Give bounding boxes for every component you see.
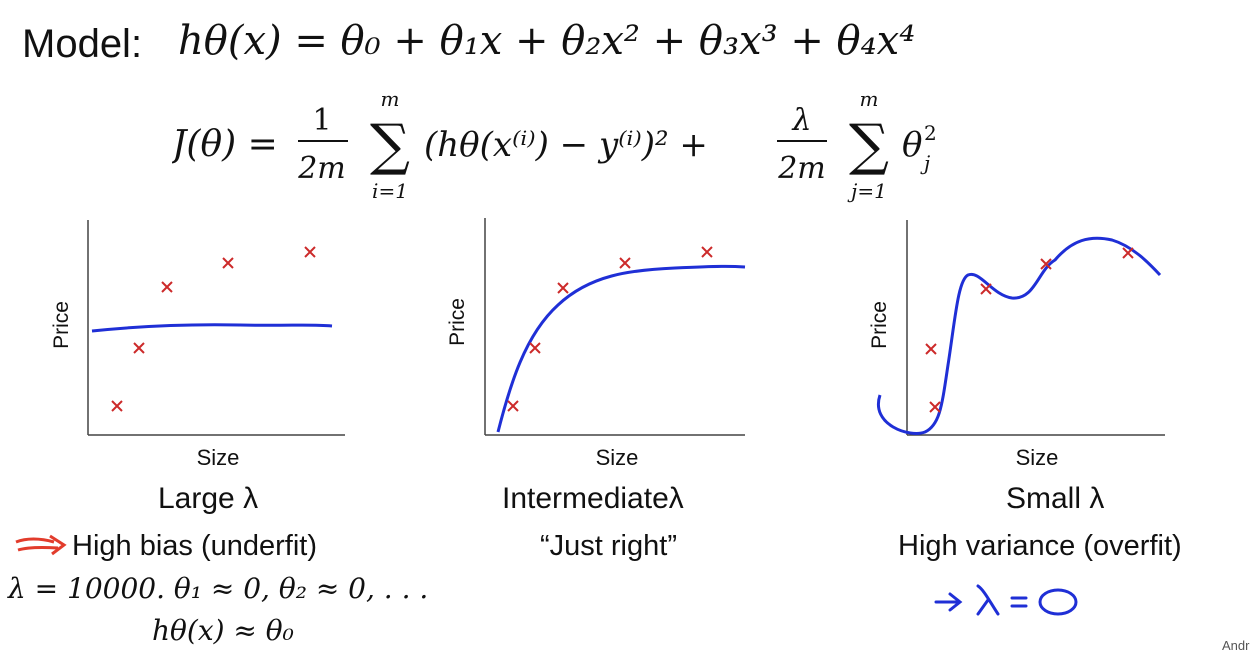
data-points (507, 246, 713, 412)
fit-curve (876, 236, 1162, 435)
caption-intermediate-lambda: Intermediateλ (502, 482, 684, 515)
data-point (133, 342, 145, 354)
fit-curve (91, 323, 333, 333)
caption-large-lambda: Large λ (158, 482, 259, 515)
sum1-top: m (381, 87, 400, 111)
cost-term2-sup: 2 (924, 121, 937, 145)
data-point (304, 246, 316, 258)
hypothesis-approximation: hθ(x) ≈ θ₀ (152, 614, 294, 647)
sum2-bottom: j=1 (847, 179, 887, 203)
frac1-numerator: 1 (312, 103, 331, 138)
sum1-symbol: ∑ (370, 113, 410, 178)
plot-intermediate-lambda-svg: Price Size (446, 218, 746, 470)
plot-intermediate-lambda: Price Size (440, 210, 770, 475)
data-point (980, 283, 992, 295)
data-point (507, 400, 519, 412)
sum2-top: m (860, 87, 879, 111)
data-point (701, 246, 713, 258)
data-point (111, 400, 123, 412)
data-point (925, 343, 937, 355)
model-formula: hθ(x) = θ₀ + θ₁x + θ₂x² + θ₃x³ + θ₄x⁴ (178, 18, 916, 64)
fit-curve (496, 264, 746, 433)
description-underfit: High bias (underfit) (72, 530, 317, 562)
y-axis-label: Price (868, 301, 891, 349)
data-point (1040, 258, 1052, 270)
description-just-right: “Just right” (540, 530, 677, 562)
frac1-denominator: 2m (297, 151, 346, 186)
description-overfit: High variance (overfit) (898, 530, 1182, 562)
plot-small-lambda: Price Size (850, 210, 1180, 475)
frac2-denominator: 2m (777, 151, 826, 186)
sum2-symbol: ∑ (849, 113, 889, 178)
cost-term1: (hθ(x⁽ⁱ⁾) − y⁽ⁱ⁾)² + (424, 125, 708, 165)
data-point (929, 401, 941, 413)
author-watermark: Andr (1222, 638, 1250, 653)
data-point (619, 257, 631, 269)
plot-small-lambda-svg: Price Size (868, 220, 1165, 470)
cost-function-formula: J(θ) = 1 2m m ∑ i=1 (hθ(x⁽ⁱ⁾) − y⁽ⁱ⁾)² +… (172, 87, 937, 203)
sum1-bottom: i=1 (372, 179, 408, 203)
data-point (1122, 247, 1134, 259)
x-axis-label: Size (596, 445, 639, 470)
plot-large-lambda-svg: Price Size (50, 220, 345, 470)
data-point (557, 282, 569, 294)
y-axis-label: Price (446, 298, 469, 346)
model-label: Model: (22, 22, 143, 66)
plot-large-lambda: Price Size (40, 210, 370, 475)
caption-small-lambda: Small λ (1006, 482, 1105, 515)
x-axis-label: Size (1016, 445, 1059, 470)
y-axis-label: Price (50, 301, 73, 349)
cost-term2-sub: j (920, 151, 930, 175)
data-point (529, 342, 541, 354)
handwritten-lambda-zero (934, 584, 1078, 616)
x-axis-label: Size (197, 445, 240, 470)
data-points (925, 247, 1134, 413)
data-point (222, 257, 234, 269)
data-points (111, 246, 316, 412)
cost-lhs: J(θ) = (172, 124, 278, 165)
regularization-example: λ = 10000. θ₁ ≈ 0, θ₂ ≈ 0, . . . (8, 572, 429, 605)
cost-term2: θ (902, 125, 922, 165)
arrow-icon (15, 534, 67, 556)
frac2-numerator: λ (791, 103, 811, 138)
data-point (161, 281, 173, 293)
